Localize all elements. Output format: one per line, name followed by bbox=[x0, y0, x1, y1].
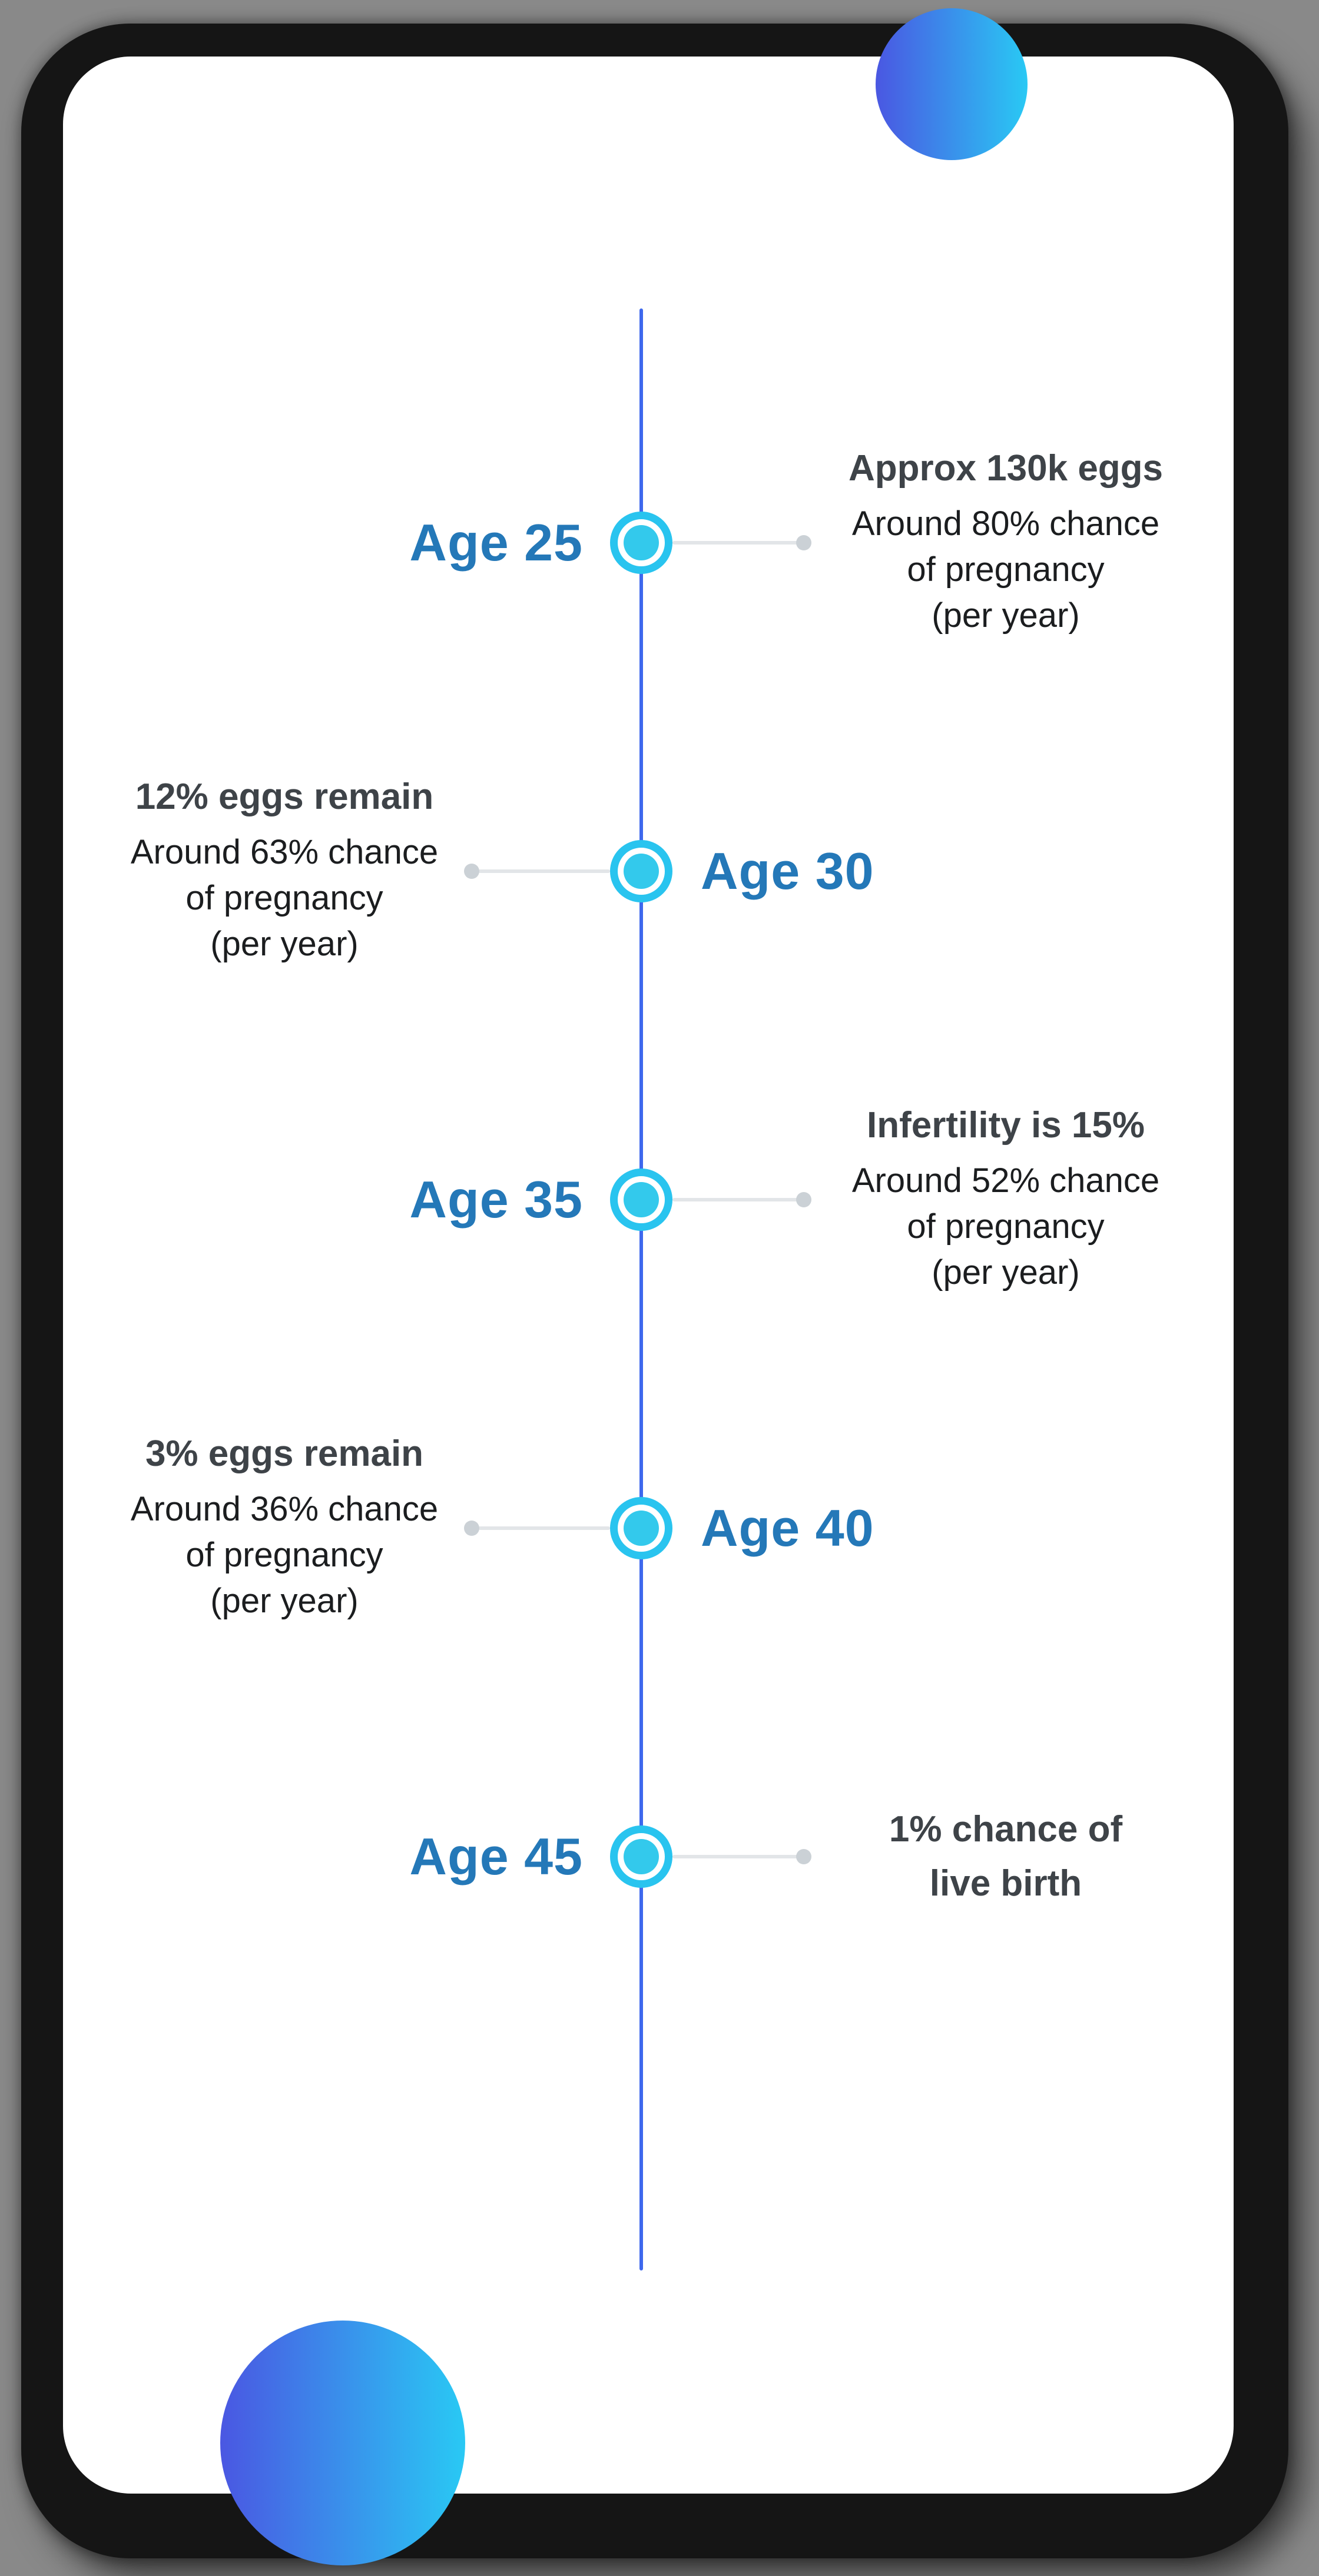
connector-dot bbox=[464, 1521, 479, 1536]
age-label: Age 40 bbox=[701, 1499, 874, 1557]
detail-block: 12% eggs remain Around 63% chance of pre… bbox=[102, 748, 467, 995]
detail-body-line: (per year) bbox=[932, 596, 1080, 635]
detail-body-line: Around 36% chance bbox=[130, 1490, 439, 1528]
marker-dot bbox=[624, 525, 659, 560]
gradient-circle-decoration-bottom bbox=[220, 2321, 465, 2565]
connector-line bbox=[478, 1526, 610, 1530]
detail-body-line: (per year) bbox=[932, 1253, 1080, 1292]
timeline-marker bbox=[610, 840, 672, 902]
marker-dot bbox=[624, 1182, 659, 1217]
detail-body-line: of pregnancy bbox=[185, 879, 383, 917]
detail-heading: Approx 130k eggs bbox=[848, 448, 1164, 489]
timeline-marker bbox=[610, 1825, 672, 1888]
detail-block: 3% eggs remain Around 36% chance of preg… bbox=[102, 1405, 467, 1652]
detail-body-line: Around 52% chance bbox=[851, 1161, 1160, 1200]
connector-dot bbox=[464, 864, 479, 879]
detail-heading: live birth bbox=[929, 1863, 1082, 1904]
gradient-circle-decoration-top bbox=[876, 8, 1028, 160]
detail-block: 1% chance of live birth bbox=[823, 1733, 1188, 1980]
detail-body-line: of pregnancy bbox=[907, 550, 1105, 589]
age-label: Age 45 bbox=[409, 1827, 583, 1885]
detail-body-line: (per year) bbox=[210, 1582, 359, 1620]
detail-block: Approx 130k eggs Around 80% chance of pr… bbox=[823, 419, 1188, 666]
connector-line bbox=[672, 541, 803, 545]
age-label: Age 30 bbox=[701, 842, 874, 900]
detail-body-line: of pregnancy bbox=[185, 1536, 383, 1574]
detail-body-line: (per year) bbox=[210, 925, 359, 963]
detail-heading: 1% chance of bbox=[889, 1809, 1123, 1850]
detail-heading: Infertility is 15% bbox=[866, 1105, 1145, 1146]
detail-heading: 3% eggs remain bbox=[145, 1433, 424, 1474]
detail-body-line: Around 63% chance bbox=[130, 833, 439, 871]
timeline-marker bbox=[610, 512, 672, 574]
age-label: Age 35 bbox=[409, 1170, 583, 1229]
marker-dot bbox=[624, 854, 659, 889]
marker-dot bbox=[624, 1839, 659, 1874]
connector-line bbox=[672, 1855, 803, 1858]
timeline-marker bbox=[610, 1169, 672, 1231]
detail-body-line: of pregnancy bbox=[907, 1207, 1105, 1246]
age-label: Age 25 bbox=[409, 513, 583, 572]
connector-dot bbox=[796, 535, 811, 550]
timeline-marker bbox=[610, 1497, 672, 1559]
detail-body-line: Around 80% chance bbox=[851, 504, 1160, 543]
connector-dot bbox=[796, 1849, 811, 1864]
phone-screen bbox=[63, 57, 1234, 2494]
detail-block: Infertility is 15% Around 52% chance of … bbox=[823, 1076, 1188, 1323]
timeline-axis-line bbox=[639, 308, 643, 2270]
connector-dot bbox=[796, 1192, 811, 1207]
marker-dot bbox=[624, 1511, 659, 1546]
connector-line bbox=[478, 869, 610, 873]
connector-line bbox=[672, 1198, 803, 1201]
detail-heading: 12% eggs remain bbox=[135, 776, 434, 817]
